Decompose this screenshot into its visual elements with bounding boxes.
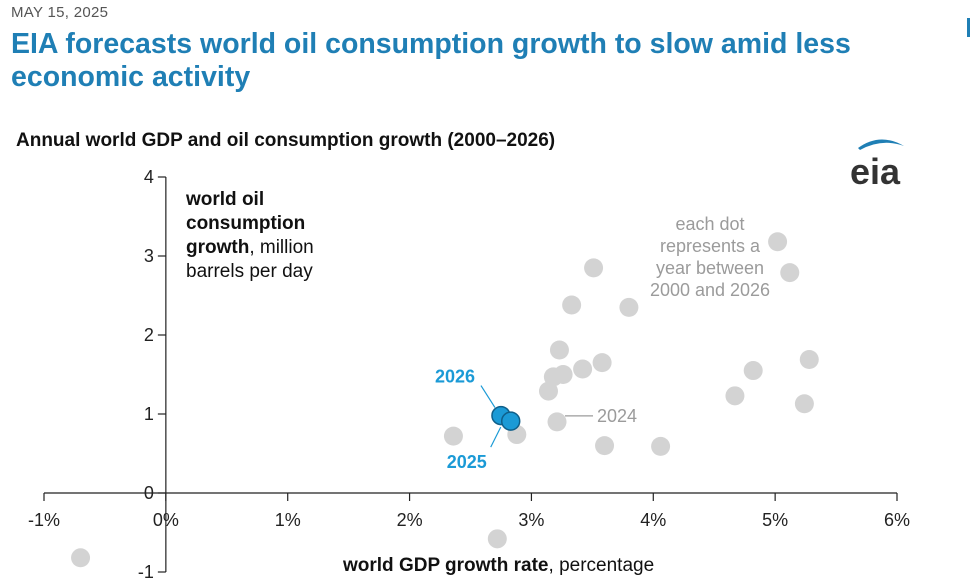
y-axis-label-rest: , million barrels per day bbox=[186, 237, 314, 282]
annotation-2026-leader bbox=[480, 385, 496, 408]
annotation-2025-label: 2025 bbox=[447, 452, 487, 472]
data-point bbox=[562, 295, 582, 315]
highlight-point bbox=[500, 411, 521, 431]
x-axis-label: world GDP growth rate, percentage bbox=[343, 555, 654, 577]
chart-note: each dot represents a year between 2000 … bbox=[649, 214, 771, 300]
data-point bbox=[553, 365, 573, 384]
logo-arc bbox=[858, 139, 904, 150]
highlight-dots bbox=[491, 405, 521, 431]
data-point bbox=[547, 412, 567, 432]
y-tick-label: 2 bbox=[144, 325, 154, 345]
y-axis-label: world oil consumption growth, million ba… bbox=[186, 188, 346, 284]
y-axis-label-bold: world oil consumption growth bbox=[186, 189, 306, 258]
data-point bbox=[595, 436, 615, 456]
data-point bbox=[573, 359, 593, 379]
x-tick-label: 4% bbox=[640, 510, 666, 530]
data-point bbox=[71, 548, 91, 568]
x-axis-label-bold: world GDP growth rate bbox=[343, 555, 549, 576]
data-point bbox=[794, 394, 814, 414]
annotations: 2024 2026 2025 bbox=[435, 367, 637, 473]
data-point bbox=[487, 529, 507, 549]
data-point bbox=[549, 340, 569, 360]
publish-date: MAY 15, 2025 bbox=[11, 4, 109, 21]
annotation-2024-label: 2024 bbox=[597, 406, 637, 426]
x-tick-label: 6% bbox=[884, 510, 910, 530]
annotation-2026-label: 2026 bbox=[435, 367, 475, 387]
x-tick-label: 1% bbox=[275, 510, 301, 530]
corner-mark bbox=[967, 18, 970, 37]
data-point bbox=[768, 232, 788, 252]
y-tick-label: 3 bbox=[144, 246, 154, 266]
data-point bbox=[651, 436, 671, 456]
headline: EIA forecasts world oil consumption grow… bbox=[11, 28, 851, 93]
eia-logo: eia bbox=[850, 139, 904, 188]
logo-text: eia bbox=[850, 151, 901, 188]
data-point bbox=[743, 361, 763, 381]
x-tick-label: 3% bbox=[518, 510, 544, 530]
y-tick-label: 1 bbox=[144, 404, 154, 424]
data-point bbox=[780, 263, 800, 283]
y-tick-label: -1 bbox=[138, 562, 154, 582]
data-point bbox=[619, 297, 639, 317]
y-tick-label: 0 bbox=[144, 483, 154, 503]
chart-title: Annual world GDP and oil consumption gro… bbox=[16, 130, 556, 151]
x-tick-label: 5% bbox=[762, 510, 788, 530]
annotation-2025-leader bbox=[490, 426, 502, 448]
data-point bbox=[592, 353, 612, 373]
x-axis-label-rest: , percentage bbox=[548, 555, 655, 576]
axes: -1% 0% 1% 2% 3% 4% 5% 6% -1 0 1 2 3 4 bbox=[28, 167, 910, 582]
grey-dots bbox=[71, 232, 819, 568]
x-tick-label: 0% bbox=[153, 510, 179, 530]
data-point bbox=[443, 426, 463, 446]
data-point bbox=[584, 258, 604, 278]
data-point bbox=[799, 349, 819, 369]
x-tick-label: 2% bbox=[397, 510, 423, 530]
data-point bbox=[725, 386, 745, 406]
y-tick-label: 4 bbox=[144, 167, 154, 187]
x-tick-label: -1% bbox=[28, 510, 60, 530]
